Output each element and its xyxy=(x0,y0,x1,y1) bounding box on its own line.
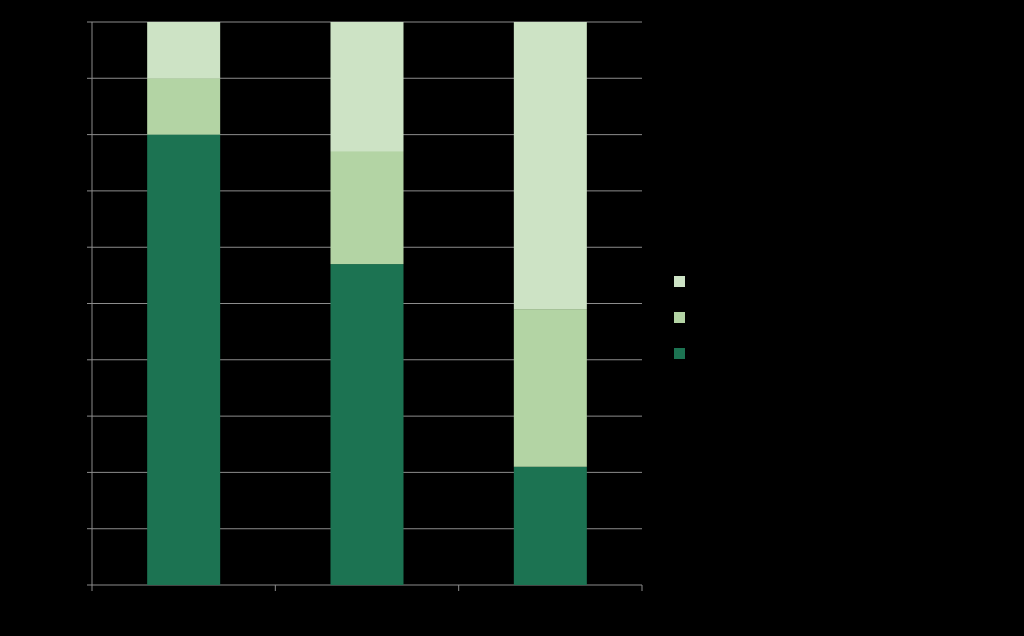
bar-segment xyxy=(330,22,404,152)
bar-segment xyxy=(330,151,404,265)
bar-segment xyxy=(330,264,404,585)
legend-swatch xyxy=(674,312,685,323)
legend-swatch xyxy=(674,276,685,287)
bar-segment xyxy=(513,466,587,585)
bar-segment xyxy=(147,134,221,585)
bar-segment xyxy=(147,22,221,79)
legend-swatch xyxy=(674,348,685,359)
bar-segment xyxy=(513,309,587,467)
bar-segment xyxy=(513,22,587,310)
bar-segment xyxy=(147,78,221,135)
